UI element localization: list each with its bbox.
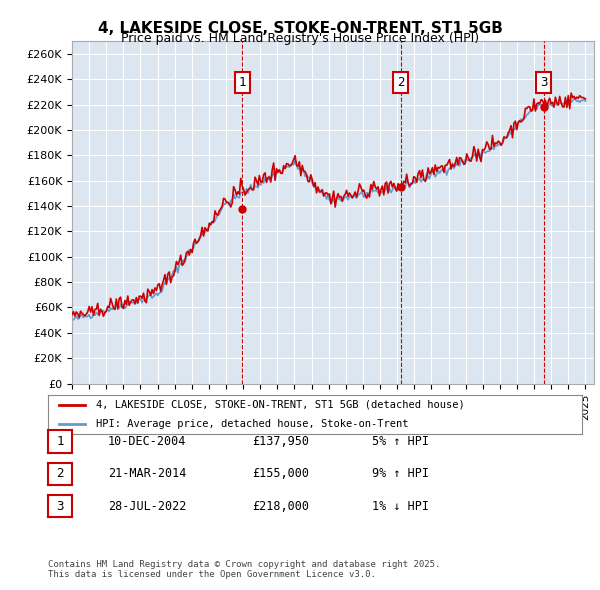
Text: Price paid vs. HM Land Registry's House Price Index (HPI): Price paid vs. HM Land Registry's House … xyxy=(121,32,479,45)
Text: £218,000: £218,000 xyxy=(252,500,309,513)
Text: 28-JUL-2022: 28-JUL-2022 xyxy=(108,500,187,513)
Text: 2: 2 xyxy=(397,76,404,89)
Text: 1: 1 xyxy=(238,76,246,89)
Text: 4, LAKESIDE CLOSE, STOKE-ON-TRENT, ST1 5GB (detached house): 4, LAKESIDE CLOSE, STOKE-ON-TRENT, ST1 5… xyxy=(96,400,465,410)
Text: £155,000: £155,000 xyxy=(252,467,309,480)
Text: 9% ↑ HPI: 9% ↑ HPI xyxy=(372,467,429,480)
Text: 1% ↓ HPI: 1% ↓ HPI xyxy=(372,500,429,513)
Text: Contains HM Land Registry data © Crown copyright and database right 2025.
This d: Contains HM Land Registry data © Crown c… xyxy=(48,560,440,579)
Text: 2: 2 xyxy=(56,467,64,480)
Text: 10-DEC-2004: 10-DEC-2004 xyxy=(108,435,187,448)
Text: 4, LAKESIDE CLOSE, STOKE-ON-TRENT, ST1 5GB: 4, LAKESIDE CLOSE, STOKE-ON-TRENT, ST1 5… xyxy=(98,21,502,35)
Text: 5% ↑ HPI: 5% ↑ HPI xyxy=(372,435,429,448)
Text: 3: 3 xyxy=(540,76,548,89)
Text: 1: 1 xyxy=(56,435,64,448)
Text: HPI: Average price, detached house, Stoke-on-Trent: HPI: Average price, detached house, Stok… xyxy=(96,419,409,429)
Text: £137,950: £137,950 xyxy=(252,435,309,448)
Text: 21-MAR-2014: 21-MAR-2014 xyxy=(108,467,187,480)
Text: 3: 3 xyxy=(56,500,64,513)
